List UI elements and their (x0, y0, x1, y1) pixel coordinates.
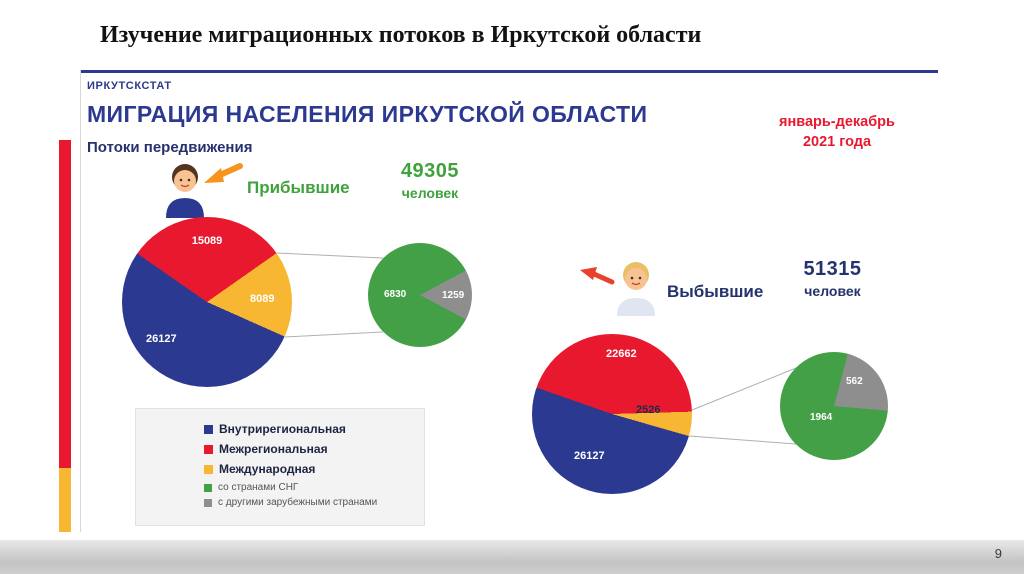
arrivals-label: Прибывшие (247, 178, 350, 197)
legend-item-interregional: Межрегиональная (204, 442, 416, 456)
departures-total: 51315 человек (775, 258, 890, 299)
left-border-line (80, 70, 81, 532)
legend-label: с другими зарубежными странами (218, 497, 378, 508)
page-number: 9 (994, 546, 1002, 561)
pie-slice-label: 8089 (250, 293, 275, 305)
pie-slice-label: 15089 (191, 235, 223, 247)
pie-slice-label: 562 (846, 376, 863, 387)
pie-slice-label: 1259 (442, 290, 465, 301)
legend-label: Международная (219, 462, 316, 476)
legend-swatch-blue (204, 424, 213, 434)
arrivals-total-number: 49305 (400, 160, 460, 182)
yellow-accent-bar (59, 468, 71, 532)
pie-slice-label: 26127 (146, 333, 177, 345)
departures-pie-chart: 22662 2526 26127 (532, 334, 692, 494)
departures-international-pie-chart: 1964 562 (780, 352, 888, 460)
departures-label: Выбывшие (667, 282, 764, 301)
legend-swatch-red (204, 444, 213, 454)
arrivals-total: 49305 человек (375, 160, 485, 201)
footer-bar (0, 540, 1024, 574)
legend-label: Межрегиональная (219, 442, 328, 456)
departures-total-number: 51315 (803, 258, 862, 280)
period-line-1: январь-декабрь (779, 114, 895, 130)
legend-item-international: Международная (204, 462, 416, 476)
arrivals-pie-chart: 15089 8089 26127 (122, 217, 292, 387)
red-accent-bar (59, 140, 71, 468)
infographic-subtitle: Потоки передвижения (87, 139, 253, 156)
period-text: январь-декабрь 2021 года (752, 112, 922, 153)
arrivals-person-icon (166, 163, 243, 218)
legend-label: со странами СНГ (218, 482, 299, 493)
slide-title: Изучение миграционных потоков в Иркутско… (100, 22, 702, 48)
pie-slice-label: 22662 (606, 348, 637, 360)
pie-slice-label: 2526 (636, 404, 661, 416)
legend-item-intraregional: Внутрирегиональная (204, 422, 416, 436)
period-line-2: 2021 года (802, 134, 872, 151)
departures-person-icon (580, 262, 655, 316)
legend-swatch-gray (204, 498, 212, 507)
legend-box: Внутрирегиональная Межрегиональная Между… (135, 408, 425, 526)
pie-slice-label: 6830 (384, 289, 407, 300)
departures-total-unit: человек (804, 283, 861, 299)
infographic-title: МИГРАЦИЯ НАСЕЛЕНИЯ ИРКУТСКОЙ ОБЛАСТИ (87, 101, 648, 127)
pie-slice-label: 26127 (574, 450, 605, 462)
legend-label: Внутрирегиональная (219, 422, 346, 436)
legend-swatch-green (204, 483, 212, 492)
header-rule (80, 70, 938, 73)
legend-swatch-yellow (204, 464, 213, 474)
legend-item-cis: со странами СНГ (204, 482, 416, 493)
pie-slice-label: 1964 (810, 412, 833, 423)
legend-item-other-foreign: с другими зарубежными странами (204, 497, 416, 508)
source-label: ИРКУТСКСТАТ (87, 80, 172, 92)
arrivals-international-pie-chart: 6830 1259 (368, 243, 472, 347)
arrivals-total-unit: человек (401, 185, 459, 201)
